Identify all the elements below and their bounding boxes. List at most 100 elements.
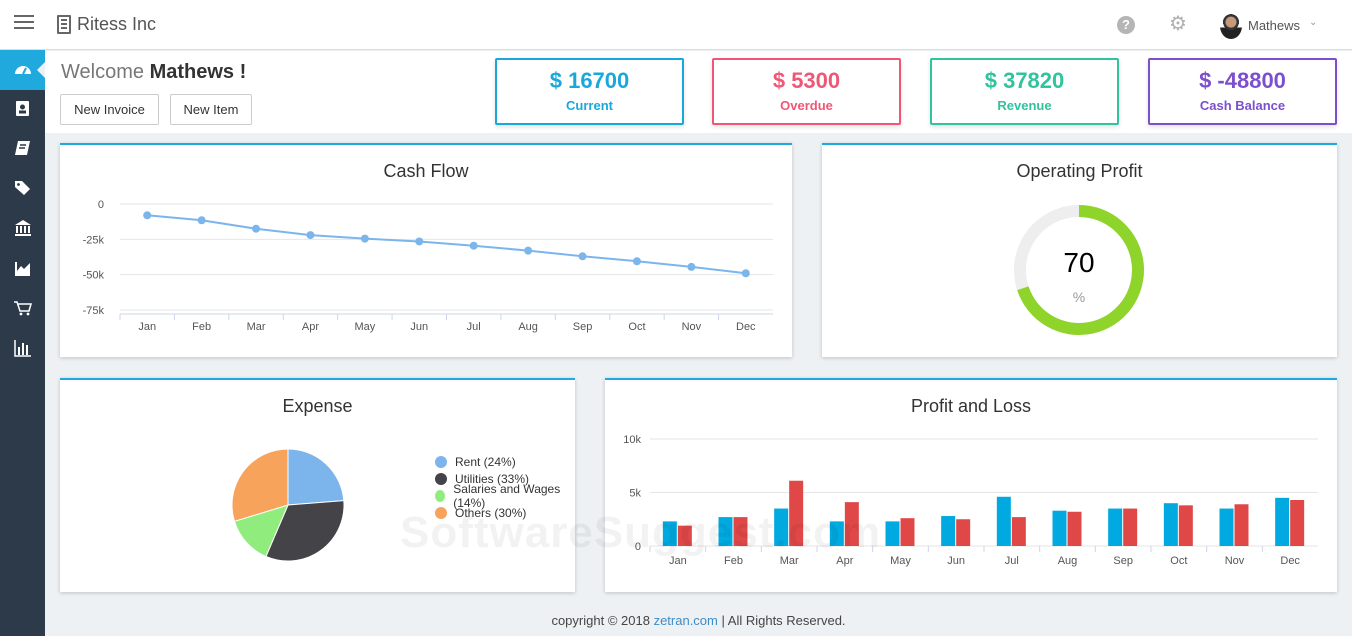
avatar[interactable] [1220,13,1242,39]
cart-icon [13,301,32,316]
x-tick-label: Mar [247,321,266,333]
panel-title: Operating Profit [1016,161,1143,181]
x-tick-label: Apr [302,321,319,333]
menu-icon[interactable] [14,15,34,35]
data-point [578,252,587,261]
sidebar-item-items[interactable] [0,128,45,168]
bar-expense [677,525,692,546]
stat-card-cash-balance[interactable]: $ -48800 Cash Balance [1148,58,1337,125]
stat-label: Revenue [997,98,1052,113]
bar-income [1163,503,1178,546]
data-point [143,211,152,220]
data-point [687,262,696,271]
legend-dot [435,489,446,502]
y-tick-label: 0 [98,199,104,211]
bar-income [1219,508,1234,546]
x-tick-label: Aug [1058,555,1078,567]
building-icon [57,15,71,34]
pie-slice [265,500,345,562]
summary-strip [45,51,1352,133]
bar-expense [1011,517,1026,546]
stat-value: $ 5300 [772,68,841,93]
sidebar-item-reports[interactable] [0,248,45,288]
new-invoice-button[interactable]: New Invoice [60,94,159,125]
bar-expense [789,480,804,546]
sidebar-item-dashboard[interactable] [0,50,45,90]
x-tick-label: Dec [1280,555,1300,567]
legend-label: Rent (24%) [455,454,516,469]
legend-label: Salaries and Wages (14%) [453,481,561,510]
data-point [415,237,424,246]
x-tick-label: Dec [736,321,756,333]
sidebar-item-customers[interactable] [0,88,45,128]
bar-expense [1234,504,1249,546]
panel-title: Expense [282,396,353,416]
legend-dot [435,506,447,519]
panel-title: Profit and Loss [910,396,1032,416]
x-tick-label: Jul [1005,555,1019,567]
legend-item-salaries[interactable]: Salaries and Wages (14%) [435,482,575,510]
sidebar-item-bank[interactable] [0,208,45,248]
legend-label: Utilities (33%) [455,471,530,486]
stat-label: Cash Balance [1199,98,1286,113]
gauge-value: 70 [1063,247,1095,278]
data-point [197,216,206,225]
x-tick-label: Feb [192,321,211,333]
stat-value: $ -48800 [1199,68,1286,93]
x-tick-label: Mar [780,555,799,567]
chevron-down-icon[interactable]: ⌄ [1309,17,1318,28]
data-point [252,224,261,233]
profit-loss-chart: 0 5k 10k Jan Feb Mar Apr May Jun Jul Aug Sep Oct Nov D… [623,434,1318,567]
series-line [147,214,746,275]
sidebar-item-tags[interactable] [0,168,45,208]
gauge-unit: % [1072,289,1086,305]
sidebar-item-charts[interactable] [0,328,45,368]
footer-link[interactable]: zetran.com [653,613,718,628]
data-point [306,231,315,240]
x-tick-label: Apr [836,555,853,567]
legend-label: Others (30%) [455,505,527,520]
legend-item-others[interactable]: Others (30%) [435,504,575,521]
customers-icon [15,101,29,116]
bar-income [1275,497,1290,546]
expense-panel: Expense Rent (24%) Utilities (33%) Salar… [60,378,575,592]
reports-icon [14,262,30,276]
x-tick-label: Oct [628,321,645,333]
bar-income [774,508,789,546]
data-point [632,257,641,266]
stat-card-current[interactable]: $ 16700 Current [495,58,684,125]
stat-card-revenue[interactable]: $ 37820 Revenue [930,58,1119,125]
operating-profit-panel: Operating Profit 70 % [822,143,1337,357]
data-point [469,241,478,250]
pie-slice [287,448,345,506]
user-name[interactable]: Mathews [1248,18,1301,33]
bar-chart-icon [13,340,31,357]
stat-card-overdue[interactable]: $ 5300 Overdue [712,58,901,125]
new-item-button[interactable]: New Item [170,94,252,125]
help-icon[interactable]: ? [1117,16,1135,34]
legend-dot [435,472,447,485]
bar-expense [900,518,915,546]
legend-item-utilities[interactable]: Utilities (33%) [435,470,575,487]
expense-legend: Rent (24%) Utilities (33%) Salaries and … [435,453,575,521]
legend-item-rent[interactable]: Rent (24%) [435,453,575,470]
gear-icon[interactable]: ⚙ [1169,13,1187,35]
bar-income [829,521,844,546]
brand-name: Ritess Inc [77,14,157,34]
stat-value: $ 37820 [984,68,1065,93]
stat-label: Current [566,98,613,113]
bar-expense [1178,505,1193,546]
x-tick-label: Jun [410,321,428,333]
bar-income [996,496,1011,546]
y-tick-label: 10k [623,434,641,446]
bar-income [1052,510,1067,546]
bar-income [718,517,733,546]
welcome-message: Welcome Mathews ! [61,61,246,84]
x-tick-label: Sep [573,321,593,333]
stat-value: $ 16700 [549,68,630,93]
y-tick-label: -75k [83,305,105,317]
sidebar-item-purchases[interactable] [0,288,45,328]
data-point [741,269,750,278]
bar-income [1108,508,1123,546]
sidebar [0,50,45,636]
